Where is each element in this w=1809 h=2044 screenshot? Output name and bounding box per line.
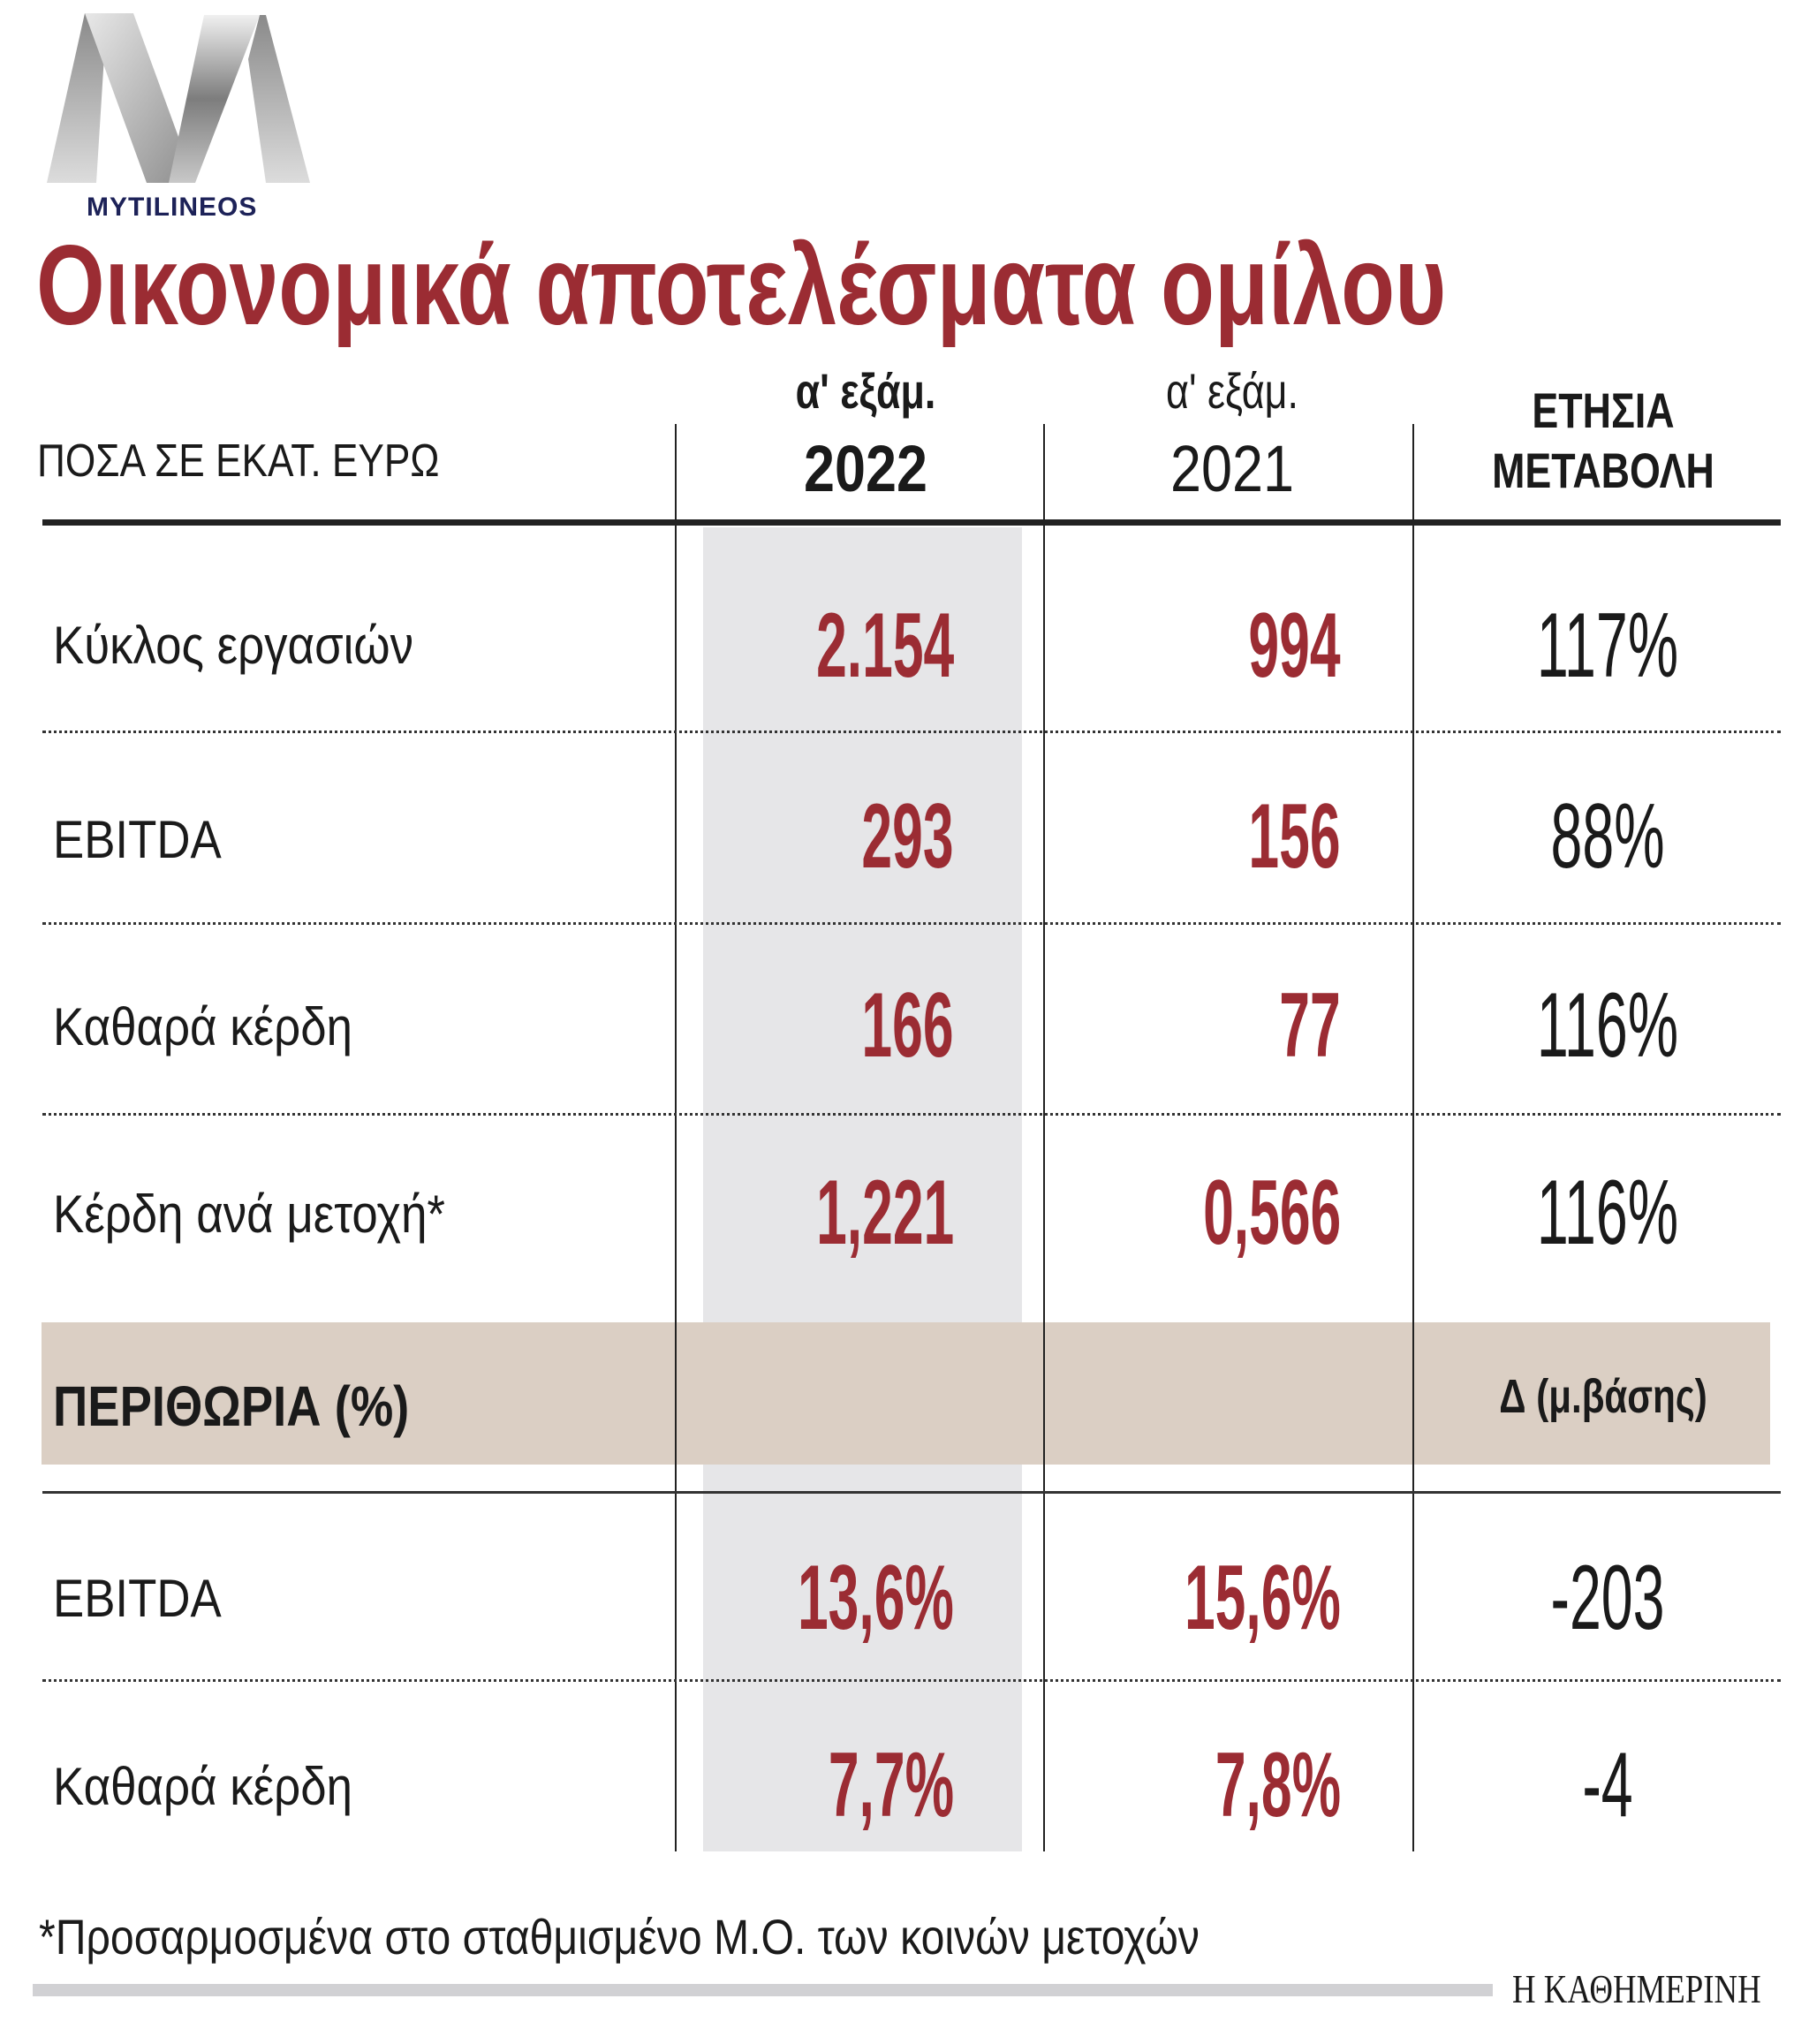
value-2022: 2.154: [815, 594, 954, 697]
value-2022: 7,7%: [828, 1734, 954, 1836]
col-2022-period: α' εξάμ.: [795, 363, 936, 419]
value-2021: 7,8%: [1215, 1734, 1341, 1836]
row-label: Κύκλος εργασιών: [53, 616, 414, 675]
row-divider: [42, 1679, 1781, 1682]
row-label: Καθαρά κέρδη: [53, 1757, 352, 1816]
row-divider: [42, 731, 1781, 733]
value-2021: 77: [1279, 974, 1341, 1077]
margins-change-header: Δ (μ.βάσης): [1499, 1370, 1707, 1423]
footer-bar: [33, 1984, 1493, 1996]
basis-point-change: -203: [1550, 1547, 1665, 1649]
page-title: Οικονομικά αποτελέσματα ομίλου: [36, 223, 1447, 349]
column-divider: [675, 424, 677, 1851]
units-label: ΠΟΣΑ ΣΕ ΕΚΑΤ. ΕΥΡΩ: [37, 435, 440, 487]
value-2022: 293: [861, 785, 954, 888]
value-2022: 166: [861, 974, 954, 1077]
col-change-line1: ΕΤΗΣΙΑ: [1532, 382, 1675, 438]
row-divider: [42, 922, 1781, 925]
row-label: Κέρδη ανά μετοχή*: [53, 1185, 445, 1244]
value-2021: 15,6%: [1185, 1547, 1341, 1649]
annual-change: 88%: [1550, 785, 1665, 888]
section-rule: [42, 1491, 1781, 1494]
source-credit: Η ΚΑΘΗΜΕΡΙΝΗ: [1512, 1966, 1761, 2011]
value-2021: 0,566: [1202, 1162, 1341, 1264]
col-change-line2: ΜΕΤΑΒΟΛΗ: [1492, 443, 1714, 498]
basis-point-change: -4: [1582, 1734, 1633, 1836]
margins-title: ΠΕΡΙΘΩΡΙΑ (%): [53, 1374, 410, 1438]
value-2022: 1,221: [815, 1162, 954, 1264]
col-2022-year: 2022: [804, 432, 927, 505]
highlight-column-2022: [703, 527, 1022, 1851]
margins-section-band: [42, 1322, 1770, 1465]
annual-change: 116%: [1536, 974, 1679, 1077]
row-label: Καθαρά κέρδη: [53, 997, 352, 1056]
value-2022: 13,6%: [798, 1547, 954, 1649]
row-divider: [42, 1113, 1781, 1116]
brand-name: MYTILINEOS: [87, 193, 258, 222]
mytilineos-logo: [47, 13, 310, 183]
col-2021-year: 2021: [1170, 432, 1294, 505]
value-2021: 994: [1248, 594, 1341, 697]
value-2021: 156: [1248, 785, 1341, 888]
annual-change: 116%: [1536, 1162, 1679, 1264]
row-label: EBITDA: [53, 810, 222, 869]
column-divider: [1412, 424, 1414, 1851]
column-divider: [1043, 424, 1045, 1851]
row-label: EBITDA: [53, 1569, 222, 1628]
annual-change: 117%: [1536, 594, 1679, 697]
header-rule: [42, 519, 1781, 526]
footnote: *Προσαρμοσμένα στο σταθμισμένο Μ.Ο. των …: [39, 1909, 1200, 1965]
col-2021-period: α' εξάμ.: [1166, 363, 1298, 419]
